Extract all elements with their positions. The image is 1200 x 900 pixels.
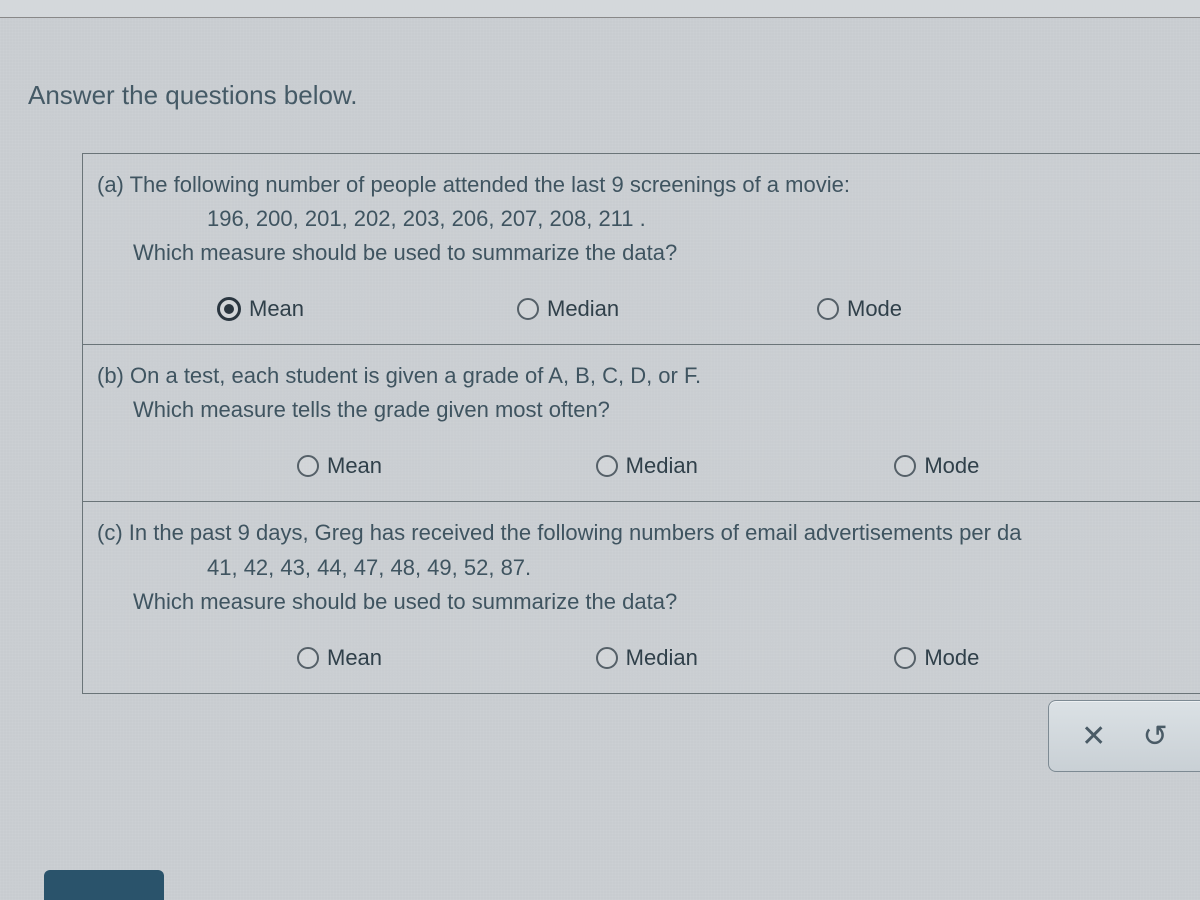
part-a: (a) The following number of people atten… [83,154,1200,345]
choice-b-mode[interactable]: Mode [894,453,1193,479]
choice-label: Median [626,645,698,671]
choice-c-median[interactable]: Median [596,645,895,671]
radio-icon[interactable] [596,647,618,669]
part-c-line2: Which measure should be used to summariz… [97,585,1193,619]
choice-a-mean[interactable]: Mean [217,296,517,322]
choice-label: Mean [327,645,382,671]
part-a-data: 196, 200, 201, 202, 203, 206, 207, 208, … [97,202,1193,236]
top-bar [0,0,1200,18]
radio-icon[interactable] [297,455,319,477]
action-panel: ✕ ↺ [1048,700,1200,772]
part-c-text: (c) In the past 9 days, Greg has receive… [97,516,1193,618]
choice-label: Mode [924,645,979,671]
choice-label: Mean [327,453,382,479]
choice-a-mode[interactable]: Mode [817,296,1117,322]
choice-label: Mean [249,296,304,322]
radio-icon[interactable] [817,298,839,320]
part-b-line2: Which measure tells the grade given most… [97,393,1193,427]
choice-a-median[interactable]: Median [517,296,817,322]
part-b-line1: On a test, each student is given a grade… [130,363,701,388]
choice-c-mean[interactable]: Mean [297,645,596,671]
part-b-label: (b) [97,363,124,388]
question-box: (a) The following number of people atten… [82,153,1200,694]
footer-tab [44,870,164,900]
radio-icon[interactable] [894,455,916,477]
radio-icon[interactable] [596,455,618,477]
radio-icon[interactable] [217,297,241,321]
radio-icon[interactable] [894,647,916,669]
choice-b-mean[interactable]: Mean [297,453,596,479]
choice-b-median[interactable]: Median [596,453,895,479]
close-icon[interactable]: ✕ [1081,719,1106,754]
part-a-line2: Which measure should be used to summariz… [97,236,1193,270]
part-c-label: (c) [97,520,123,545]
choice-label: Mode [924,453,979,479]
part-c: (c) In the past 9 days, Greg has receive… [83,502,1200,692]
part-c-line1: In the past 9 days, Greg has received th… [129,520,1022,545]
part-a-choices: Mean Median Mode [97,270,1193,344]
part-a-line1: The following number of people attended … [130,172,850,197]
part-c-data: 41, 42, 43, 44, 47, 48, 49, 52, 87. [97,551,1193,585]
part-c-choices: Mean Median Mode [97,619,1193,693]
part-b: (b) On a test, each student is given a g… [83,345,1200,502]
choice-label: Median [547,296,619,322]
page-title: Answer the questions below. [0,18,1200,111]
choice-label: Median [626,453,698,479]
radio-icon[interactable] [517,298,539,320]
radio-icon[interactable] [297,647,319,669]
part-b-text: (b) On a test, each student is given a g… [97,359,1193,427]
part-a-label: (a) [97,172,124,197]
part-b-choices: Mean Median Mode [97,427,1193,501]
choice-c-mode[interactable]: Mode [894,645,1193,671]
choice-label: Mode [847,296,902,322]
part-a-text: (a) The following number of people atten… [97,168,1193,270]
reset-icon[interactable]: ↺ [1143,719,1168,754]
